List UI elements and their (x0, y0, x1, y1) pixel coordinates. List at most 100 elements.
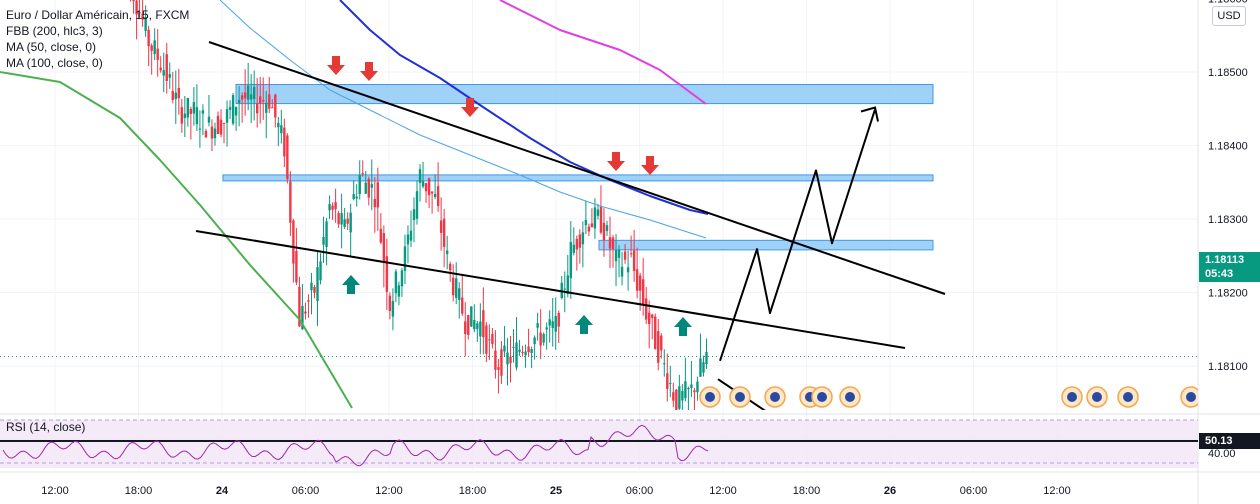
candle-body (654, 316, 657, 350)
candle-body (467, 315, 470, 335)
candle-body (512, 346, 515, 348)
candle-body (620, 266, 624, 277)
time-tick-label: 12:00 (1043, 485, 1071, 497)
candle-body (174, 92, 177, 100)
fbb-mid-line (219, 0, 707, 239)
candle-body (536, 323, 539, 328)
candle-body (548, 319, 551, 326)
candle-body (479, 321, 482, 337)
candle-body (482, 310, 485, 338)
candle-body (539, 332, 542, 346)
candle-body (406, 234, 410, 245)
candle-body (657, 331, 660, 363)
candle-body (605, 225, 609, 232)
candle-body (277, 122, 280, 128)
candle-body (518, 349, 521, 352)
candle-body (488, 339, 491, 341)
candle-body (557, 312, 560, 327)
candle-body (436, 186, 440, 206)
candle-body (421, 181, 425, 187)
candle-body (572, 244, 576, 253)
candle-body (289, 181, 292, 223)
candle-body (666, 373, 669, 389)
flag-icon (770, 392, 780, 402)
candle-body (325, 221, 328, 248)
time-tick-label: 06:00 (292, 485, 320, 497)
candle-body (162, 70, 165, 76)
rsi-line (2, 424, 709, 467)
candle-body (144, 16, 147, 31)
time-tick-label: 06:00 (960, 485, 988, 497)
candle-body (629, 253, 633, 255)
candle-body (280, 125, 283, 134)
projection-arrowhead (860, 106, 879, 122)
candle-body (521, 352, 524, 354)
candle-body (551, 321, 554, 329)
chart-legend: Euro / Dollar Américain, 15, FXCM FBB (2… (6, 7, 189, 71)
candle-body (159, 67, 162, 71)
candle-body (216, 115, 220, 134)
candle-body (243, 92, 247, 99)
candle-body (485, 325, 488, 354)
candle-body (644, 298, 648, 320)
candle-body (388, 295, 392, 312)
candle-body (503, 345, 506, 352)
candle-body (286, 135, 289, 180)
indicator-ma100[interactable]: MA (100, close, 0) (6, 56, 103, 70)
candle-body (352, 194, 355, 200)
candle-body (542, 334, 545, 343)
rsi-legend[interactable]: RSI (14, close) (6, 420, 86, 434)
candle-body (189, 108, 193, 115)
candle-body (292, 220, 295, 264)
candle-body (183, 113, 187, 119)
candle-body (587, 226, 591, 232)
trendline (208, 41, 946, 295)
candle-body (301, 305, 304, 330)
candle-body (696, 381, 699, 393)
candle-body (581, 232, 585, 245)
candle-body (554, 316, 557, 332)
candle-body (590, 223, 594, 228)
candle-body (596, 209, 600, 216)
candle-body (566, 275, 569, 294)
trendline (195, 230, 906, 349)
indicator-ma50[interactable]: MA (50, close, 0) (6, 40, 97, 54)
last-price-tag: 1.18113 05:43 (1199, 252, 1260, 282)
candle-body (153, 40, 156, 55)
rsi-pane: 40.00 (0, 419, 1236, 468)
candle-body (150, 45, 153, 51)
candle-body (307, 300, 310, 302)
candle-body (575, 238, 579, 250)
candle-body (497, 367, 500, 370)
candle-body (262, 100, 265, 102)
candle-body (448, 263, 452, 271)
candle-body (430, 191, 434, 194)
candle-body (201, 110, 205, 114)
candle-body (651, 314, 654, 318)
candle-body (204, 130, 208, 138)
flag-icon (1123, 392, 1133, 402)
candle-body (231, 95, 235, 124)
time-tick-label: 12:00 (709, 485, 737, 497)
candle-body (370, 184, 373, 188)
time-tick-label: 18:00 (459, 485, 487, 497)
candle-body (141, 13, 144, 20)
flag-icon (1186, 392, 1196, 402)
candle-body (530, 349, 533, 354)
candle-body (180, 107, 184, 124)
bar-countdown: 05:43 (1205, 268, 1234, 280)
resistance-zone (598, 239, 934, 251)
candle-body (165, 54, 168, 81)
symbol-title[interactable]: Euro / Dollar Américain, 15, FXCM (6, 8, 190, 22)
candle-body (274, 94, 277, 118)
time-tick-label: 25 (550, 485, 562, 497)
candle-body (168, 74, 171, 78)
currency-button[interactable]: USD (1212, 6, 1246, 26)
candle-body (310, 282, 313, 291)
projection-path (719, 109, 876, 362)
candle-body (470, 306, 473, 327)
candle-body (442, 218, 446, 247)
candle-body (458, 288, 461, 300)
indicator-fbb[interactable]: FBB (200, hlc3, 3) (6, 24, 103, 38)
